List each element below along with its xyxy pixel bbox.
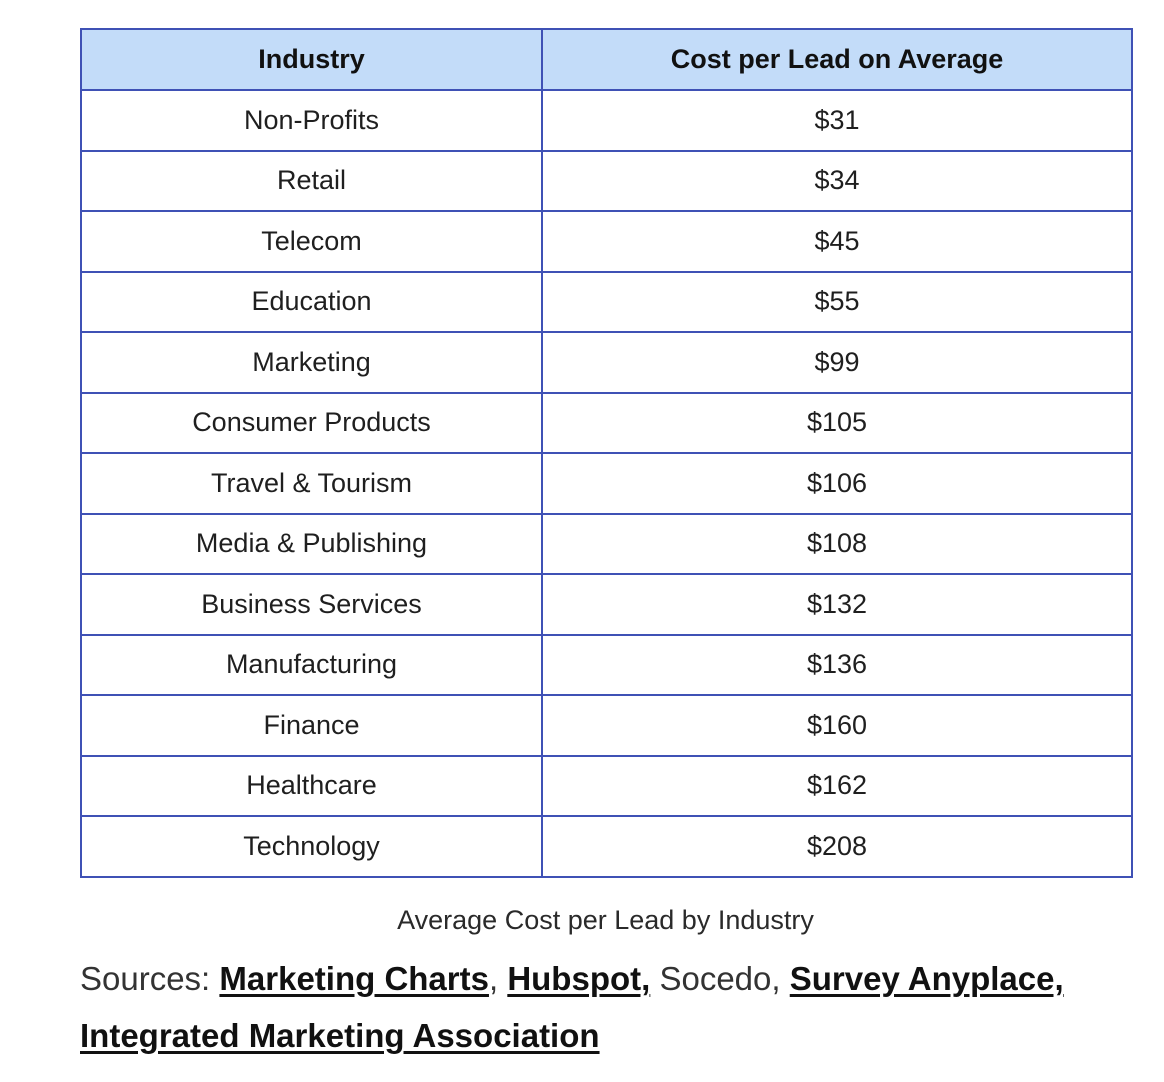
cost-cell: $105 — [541, 391, 1133, 454]
industry-cell: Marketing — [80, 331, 543, 394]
column-header-cost-per-lead: Cost per Lead on Average — [541, 28, 1133, 91]
cost-cell: $106 — [541, 452, 1133, 515]
table-row: Marketing $99 — [80, 331, 1133, 394]
table-row: Education $55 — [80, 270, 1133, 333]
industry-cell: Business Services — [80, 573, 543, 636]
industry-cell: Non-Profits — [80, 89, 543, 152]
sources-separator: Socedo, — [650, 960, 790, 997]
table-row: Technology $208 — [80, 815, 1133, 878]
source-link-marketing-charts[interactable]: Marketing Charts — [219, 960, 489, 997]
cost-cell: $55 — [541, 270, 1133, 333]
table-row: Business Services $132 — [80, 573, 1133, 636]
source-link-integrated-marketing-association[interactable]: Integrated Marketing Association — [80, 1017, 600, 1054]
sources-line: Sources: Marketing Charts, Hubspot, Soce… — [80, 950, 1140, 1064]
source-link-hubspot[interactable]: Hubspot, — [507, 960, 651, 997]
cost-cell: $31 — [541, 89, 1133, 152]
industry-cell: Technology — [80, 815, 543, 878]
table-header-row: Industry Cost per Lead on Average — [80, 28, 1133, 91]
table-row: Manufacturing $136 — [80, 633, 1133, 696]
table-row: Consumer Products $105 — [80, 391, 1133, 454]
industry-cell: Travel & Tourism — [80, 452, 543, 515]
cost-cell: $45 — [541, 210, 1133, 273]
cost-cell: $208 — [541, 815, 1133, 878]
sources-separator: , — [488, 960, 508, 997]
industry-cell: Healthcare — [80, 754, 543, 817]
industry-cell: Media & Publishing — [80, 512, 543, 575]
table-row: Finance $160 — [80, 694, 1133, 757]
cost-per-lead-table: Industry Cost per Lead on Average Non-Pr… — [80, 28, 1133, 878]
industry-cell: Telecom — [80, 210, 543, 273]
table-row: Travel & Tourism $106 — [80, 452, 1133, 515]
table-row: Telecom $45 — [80, 210, 1133, 273]
cost-cell: $162 — [541, 754, 1133, 817]
table-row: Retail $34 — [80, 149, 1133, 212]
table-caption: Average Cost per Lead by Industry — [397, 905, 814, 935]
cost-cell: $136 — [541, 633, 1133, 696]
industry-cell: Education — [80, 270, 543, 333]
cost-cell: $108 — [541, 512, 1133, 575]
industry-cell: Retail — [80, 149, 543, 212]
table-row: Healthcare $162 — [80, 754, 1133, 817]
cost-cell: $160 — [541, 694, 1133, 757]
cost-cell: $132 — [541, 573, 1133, 636]
table-row: Non-Profits $31 — [80, 89, 1133, 152]
cost-cell: $99 — [541, 331, 1133, 394]
column-header-industry: Industry — [80, 28, 543, 91]
industry-cell: Manufacturing — [80, 633, 543, 696]
cost-cell: $34 — [541, 149, 1133, 212]
sources-label: Sources: — [80, 960, 220, 997]
industry-cell: Finance — [80, 694, 543, 757]
industry-cell: Consumer Products — [80, 391, 543, 454]
table-row: Media & Publishing $108 — [80, 512, 1133, 575]
source-link-survey-anyplace[interactable]: Survey Anyplace, — [789, 960, 1064, 997]
